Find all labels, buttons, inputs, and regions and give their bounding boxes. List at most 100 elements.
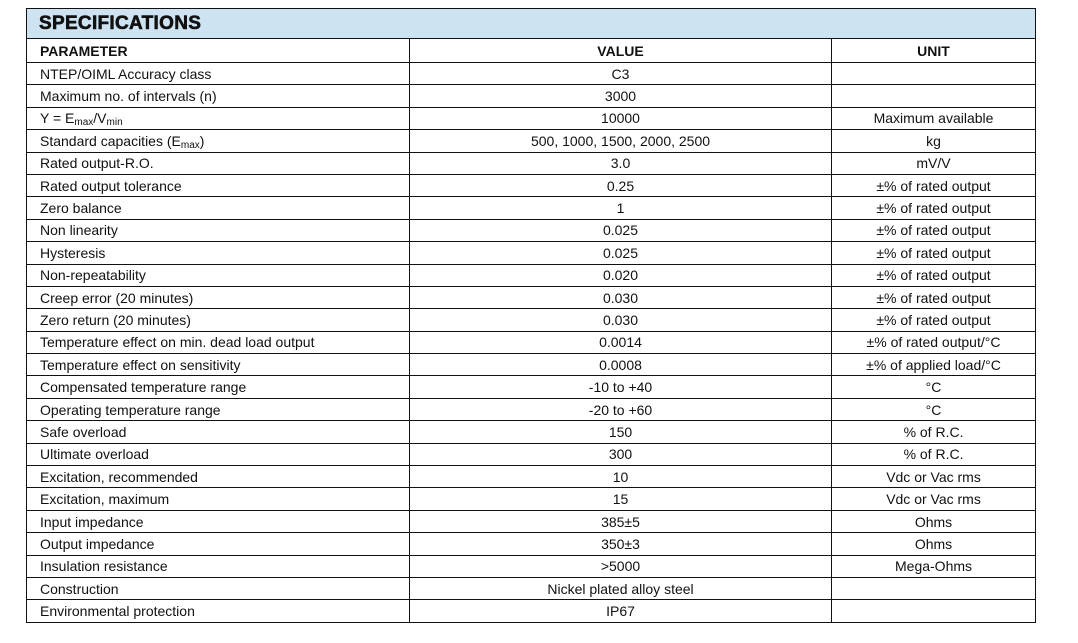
parameter-cell: Excitation, recommended — [26, 465, 410, 489]
value-cell: 0.030 — [409, 285, 832, 310]
value-cell: C3 — [409, 61, 832, 86]
value-cell: 0.025 — [409, 218, 832, 243]
unit-cell: ±% of rated output — [830, 308, 1037, 332]
unit-cell: °C — [830, 375, 1037, 399]
unit-cell: ±% of rated output/°C — [830, 330, 1037, 355]
value-cell: 0.0008 — [409, 353, 832, 377]
parameter-cell: Temperature effect on min. dead load out… — [26, 330, 410, 355]
parameter-text: ) — [199, 132, 205, 149]
value-cell: 500, 1000, 1500, 2000, 2500 — [409, 129, 832, 153]
unit-cell: Vdc or Vac rms — [830, 465, 1037, 489]
unit-cell: % of R.C. — [830, 442, 1037, 467]
parameter-cell: Ultimate overload — [26, 442, 410, 467]
value-cell: -10 to +40 — [409, 375, 832, 399]
unit-cell: ±% of rated output — [830, 241, 1037, 265]
table-row: Rated output tolerance 0.25 ±% of rated ou… — [26, 173, 1037, 198]
parameter-text: Rated output-R.O. — [40, 155, 154, 172]
table-row: Y = Emax/Vmin 10000 Maximum available — [26, 106, 1037, 131]
value-cell: 385±5 — [409, 509, 832, 534]
parameter-text: Construction — [40, 580, 119, 597]
value-cell: Nickel plated alloy steel — [409, 576, 832, 601]
parameter-cell: Standard capacities (Emax) — [26, 129, 410, 153]
parameter-text: Environmental protection — [40, 603, 195, 620]
parameter-cell: Operating temperature range — [26, 397, 410, 422]
unit-cell: °C — [830, 397, 1037, 422]
parameter-cell: Non linearity — [26, 218, 410, 243]
parameter-text: Output impedance — [40, 535, 155, 552]
parameter-text: Temperature effect on min. dead load out… — [40, 334, 315, 351]
table-row: Construction Nickel plated alloy steel — [26, 576, 1037, 601]
unit-cell — [830, 61, 1037, 86]
parameter-cell: Zero balance — [26, 196, 410, 220]
parameter-text: Excitation, maximum — [40, 491, 170, 508]
parameter-text: Operating temperature range — [40, 401, 221, 418]
parameter-cell: Compensated temperature range — [26, 375, 410, 399]
unit-cell: Maximum available — [830, 106, 1037, 131]
table-title: SPECIFICATIONS — [25, 8, 1037, 39]
table-row: Maximum no. of intervals (n) 3000 — [26, 84, 1037, 108]
parameter-text: Zero balance — [40, 200, 122, 217]
unit-cell: ±% of rated output — [830, 173, 1037, 198]
parameter-text: Zero return (20 minutes) — [40, 311, 191, 328]
unit-cell: Ohms — [830, 532, 1037, 556]
parameter-text: /V — [93, 110, 107, 127]
value-cell: 3000 — [409, 84, 832, 108]
table-row: Safe overload 150% of R.C. — [26, 420, 1037, 444]
parameter-cell: Maximum no. of intervals (n) — [26, 84, 410, 108]
parameter-cell: Safe overload — [26, 420, 410, 444]
parameter-text: Input impedance — [40, 513, 144, 530]
table-row: Excitation, recommended 10 Vdc or Vac rms — [26, 465, 1037, 489]
subscript: max — [74, 117, 94, 129]
column-header-unit: UNIT — [830, 38, 1037, 63]
parameter-cell: Creep error (20 minutes) — [26, 285, 410, 310]
unit-cell — [830, 599, 1037, 623]
unit-cell — [830, 84, 1037, 108]
table-row: Standard capacities (Emax) 500, 1000, 150… — [26, 129, 1037, 153]
subscript: min — [106, 117, 123, 129]
table-row: Zero return (20 minutes) 0.030 ±% of rated… — [26, 308, 1037, 332]
value-cell: 3.0 — [409, 151, 832, 175]
parameter-text: Creep error (20 minutes) — [40, 289, 194, 306]
value-cell: 10000 — [409, 106, 832, 131]
value-cell: -20 to +60 — [409, 397, 832, 422]
table-row: Zero balance 1 ±% of rated output — [26, 196, 1037, 220]
table-row: NTEP/OIML Accuracy class C3 — [26, 61, 1037, 86]
unit-cell: ±% of rated output — [830, 263, 1037, 287]
table-row: Insulation resistance >5000 Mega-Ohms — [26, 554, 1037, 578]
column-header-parameter: PARAMETER — [26, 38, 410, 63]
unit-cell: Ohms — [830, 509, 1037, 534]
parameter-cell: Y = Emax/Vmin — [26, 106, 410, 131]
parameter-cell: Input impedance — [26, 509, 410, 534]
parameter-text: Temperature effect on sensitivity — [40, 356, 241, 373]
parameter-cell: NTEP/OIML Accuracy class — [26, 61, 410, 86]
value-cell: 0.025 — [409, 241, 832, 265]
table-row: Non linearity 0.025 ±% of rated output — [26, 218, 1037, 243]
table-row: Ultimate overload 300% of R.C. — [26, 442, 1037, 467]
parameter-cell: Zero return (20 minutes) — [26, 308, 410, 332]
parameter-text: Rated output tolerance — [40, 177, 182, 194]
value-cell: 10 — [409, 465, 832, 489]
value-cell: 350±3 — [409, 532, 832, 556]
parameter-cell: Insulation resistance — [26, 554, 410, 578]
subscript: max — [180, 139, 200, 151]
parameter-cell: Environmental protection — [26, 599, 410, 623]
header-row: PARAMETER VALUE UNIT — [26, 38, 1037, 63]
parameter-text: Non linearity — [40, 222, 118, 239]
parameter-text: Safe overload — [40, 423, 127, 440]
unit-cell: ±% of rated output — [830, 285, 1037, 310]
column-header-value: VALUE — [409, 38, 832, 63]
parameter-text: NTEP/OIML Accuracy class — [40, 65, 212, 82]
parameter-text: Ultimate overload — [40, 446, 149, 463]
value-cell: 0.0014 — [409, 330, 832, 355]
parameter-cell: Output impedance — [26, 532, 410, 556]
parameter-cell: Hysteresis — [26, 241, 410, 265]
value-cell: >5000 — [409, 554, 832, 578]
parameter-text: Maximum no. of intervals (n) — [40, 88, 217, 105]
table-row: Temperature effect on min. dead load out… — [26, 330, 1037, 355]
value-cell: 150 — [409, 420, 832, 444]
parameter-text: Compensated temperature range — [40, 379, 247, 396]
value-cell: 15 — [409, 487, 832, 511]
value-cell: IP67 — [409, 599, 832, 623]
parameter-cell: Excitation, maximum — [26, 487, 410, 511]
parameter-text: Non-repeatability — [40, 267, 146, 284]
